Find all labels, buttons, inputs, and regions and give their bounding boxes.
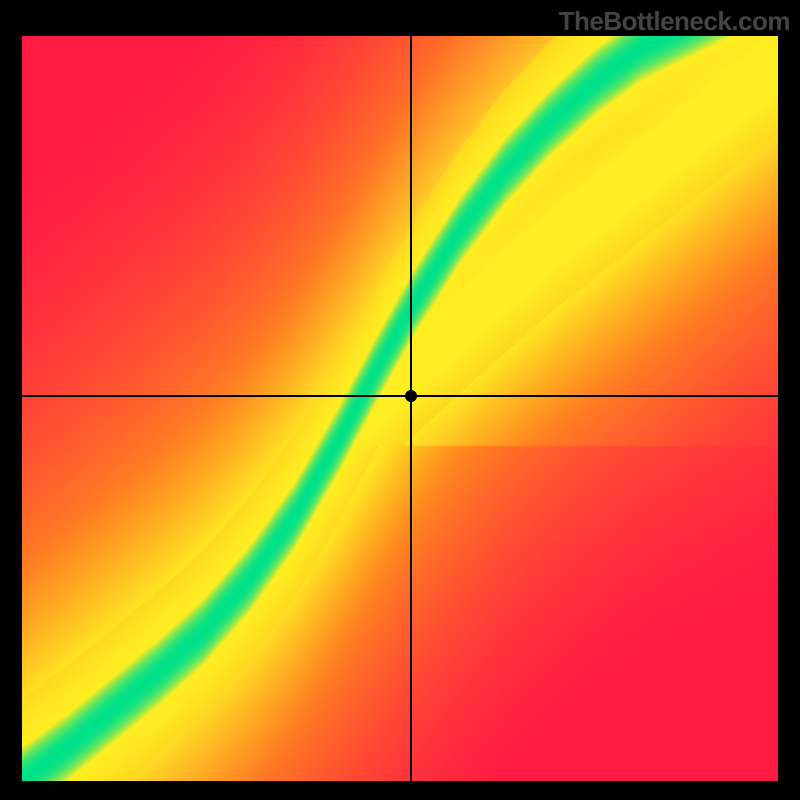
chart-plot-area — [22, 36, 778, 781]
crosshair-horizontal — [22, 395, 778, 397]
heatmap-canvas — [22, 36, 778, 781]
chart-container: TheBottleneck.com — [0, 0, 800, 800]
watermark-text: TheBottleneck.com — [559, 6, 790, 37]
crosshair-vertical — [410, 36, 412, 781]
